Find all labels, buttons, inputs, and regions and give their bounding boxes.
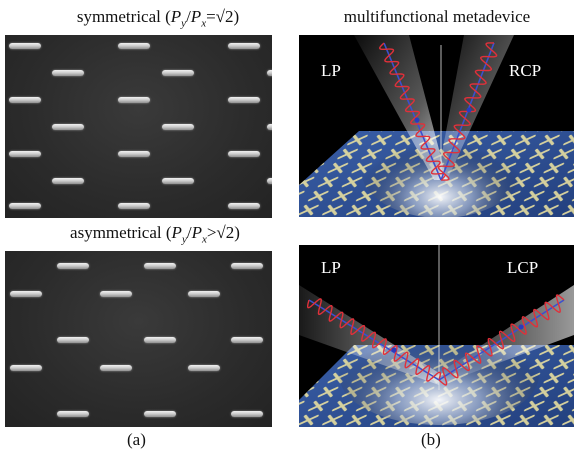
slash: /: [186, 7, 191, 26]
metadevice-illustration-top: LP RCP: [299, 35, 574, 217]
nanorod: [10, 291, 42, 297]
nanorod: [231, 411, 263, 417]
nanorod: [100, 291, 132, 297]
nanorod: [9, 97, 41, 103]
nanorod: [100, 365, 132, 371]
caption-text: symmetrical (: [76, 7, 171, 26]
nanorod: [144, 411, 176, 417]
nanorod: [144, 263, 176, 269]
nanorod: [231, 263, 263, 269]
metadevice-top-svg: [299, 35, 574, 217]
nanorod: [118, 97, 150, 103]
nanorod: [9, 151, 41, 157]
nanorod: [162, 124, 194, 130]
nanorod: [228, 43, 260, 49]
px-subscript: x: [201, 17, 207, 30]
nanorod: [57, 263, 89, 269]
px-symbol: P: [191, 223, 202, 242]
nanorod: [52, 70, 84, 76]
slash: /: [186, 223, 192, 242]
nanorod: [118, 43, 150, 49]
lcp-label: LCP: [507, 258, 539, 277]
nanorod: [10, 365, 42, 371]
panel-a-label: (a): [127, 430, 146, 449]
caption-text: asymmetrical (: [70, 223, 172, 242]
nanorod: [9, 203, 41, 209]
nanorod: [9, 43, 41, 49]
lp-wave: [378, 42, 447, 181]
sem-image-asymmetrical: [5, 251, 272, 427]
px-symbol: P: [190, 7, 202, 26]
nanorod: [267, 70, 272, 76]
nanorod: [267, 178, 272, 184]
nanorod: [144, 337, 176, 343]
py-symbol: P: [170, 7, 182, 26]
relation: >√2): [206, 223, 240, 242]
metadevice-illustration-bottom: LP LCP: [299, 245, 574, 427]
rcp-label: RCP: [509, 61, 542, 80]
symmetrical-caption: symmetrical (Py/Px=√2): [38, 7, 278, 29]
nanorod: [118, 203, 150, 209]
nanorod: [228, 97, 260, 103]
lp-label-top: LP: [321, 61, 341, 80]
nanorod: [162, 178, 194, 184]
nanorod: [231, 337, 263, 343]
nanorod: [57, 337, 89, 343]
asymmetrical-caption: asymmetrical (Py/Px>√2): [30, 223, 280, 245]
nanorod: [52, 178, 84, 184]
sem-image-symmetrical: [5, 35, 272, 218]
nanorod: [162, 70, 194, 76]
py-subscript: y: [181, 17, 187, 30]
nanorod: [188, 291, 220, 297]
nanorod: [228, 151, 260, 157]
nanorod: [267, 124, 272, 130]
metadevice-title: multifunctional metadevice: [343, 7, 531, 26]
metadevice-bottom-svg: [299, 245, 574, 427]
lp-wave: [307, 298, 441, 382]
nanorod: [118, 151, 150, 157]
py-subscript: y: [181, 233, 187, 246]
nanorod: [188, 365, 220, 371]
py-symbol: P: [171, 223, 182, 242]
lcp-helix: [438, 294, 565, 386]
panel-b-label: (b): [421, 430, 441, 449]
nanorod: [57, 411, 89, 417]
nanorod: [228, 203, 260, 209]
nanorod: [52, 124, 84, 130]
lp-label-bottom: LP: [321, 258, 341, 277]
relation: =√2): [206, 7, 240, 26]
px-subscript: x: [201, 233, 207, 246]
